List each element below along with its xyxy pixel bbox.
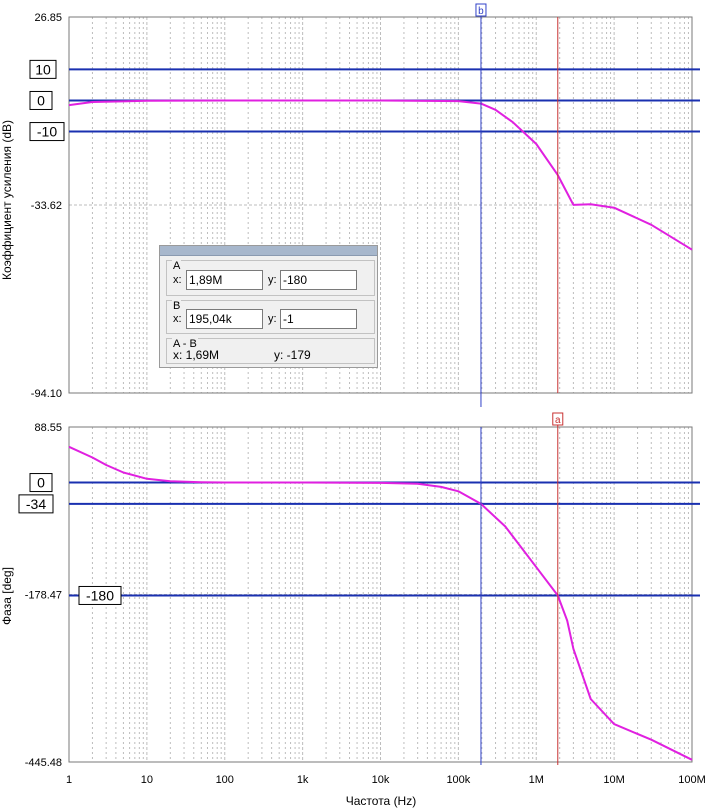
phase-y-tick-label: 88.55 [34,422,62,434]
cursor-b-y-field[interactable]: -1 [280,309,357,329]
x-tick-label: 100M [678,774,706,786]
x-tick-label: 1 [66,774,72,786]
phase-marker-label: -34 [26,496,46,512]
phase-y-axis-label: Фаза [deg] [0,567,14,625]
gain-marker-label-box[interactable] [29,122,65,142]
cursor-a-x-field[interactable]: 1,89M [186,270,263,290]
cursor-a-handle[interactable] [552,412,564,426]
x-tick-label: 10k [372,774,390,786]
cursor-a-y-field[interactable]: -180 [280,270,357,290]
cursor-b-x-label: x: [173,313,182,325]
phase-marker-label: 0 [37,475,45,491]
gain-y-tick-label: 26.85 [34,12,62,24]
phase-curve [68,445,693,761]
x-tick-label: 10 [141,774,153,786]
phase-y-tick-label: -178.47 [25,590,62,602]
cursor-a-y-label: y: [268,274,277,286]
phase-y-tick-label: -445.48 [25,757,62,769]
gain-marker-label: 0 [37,92,45,108]
gain-curve [68,99,693,251]
cursor-a-group: A x: 1,89M y: -180 [166,260,375,296]
gain-marker-label-box[interactable] [29,90,53,110]
x-tick-label: 100k [446,774,470,786]
frequency-x-axis-label: Частота (Hz) [346,794,416,808]
x-tick-label: 100 [216,774,234,786]
cursor-b-y-label: y: [268,313,277,325]
gain-plot-frame [68,16,693,394]
cursor-b-group: B x: 195,04k y: -1 [166,300,375,334]
gain-marker-label-box[interactable] [29,59,57,79]
cursor-a-group-title: A [172,260,182,272]
phase-marker-label-box[interactable] [18,494,54,514]
gain-y-tick-label: -94.10 [31,388,62,400]
gain-marker-label: 10 [35,61,51,77]
x-tick-label: 1k [297,774,309,786]
cursor-a-handle-label: a [555,415,561,426]
cursor-b-group-title: B [172,300,182,312]
phase-marker-label-box[interactable] [29,473,53,493]
cursor-diff-x: x: 1,69M [173,348,220,362]
cursor-b-x-field[interactable]: 195,04k [186,309,263,329]
cursor-readout-panel[interactable]: A x: 1,89M y: -180 B x: 195,04k y: -1 A … [159,245,378,368]
cursor-b-handle[interactable] [475,3,487,17]
gain-marker-label: -10 [37,124,57,140]
panel-titlebar[interactable] [160,246,377,256]
x-tick-label: 1M [529,774,544,786]
gain-y-tick-label: -33.62 [31,200,62,212]
phase-marker-label: -180 [86,587,114,603]
cursor-diff-y: y: -179 [274,348,311,362]
phase-marker-label-box[interactable] [78,585,122,605]
x-tick-label: 10M [603,774,624,786]
cursor-diff-group: A - B x: 1,69M y: -179 [166,338,375,364]
cursor-b-handle-label: b [478,6,484,17]
gain-y-axis-label: Коэффициент усиления (dB) [0,120,14,280]
cursor-a-x-label: x: [173,274,182,286]
cursor-diff-group-title: A - B [172,338,198,350]
